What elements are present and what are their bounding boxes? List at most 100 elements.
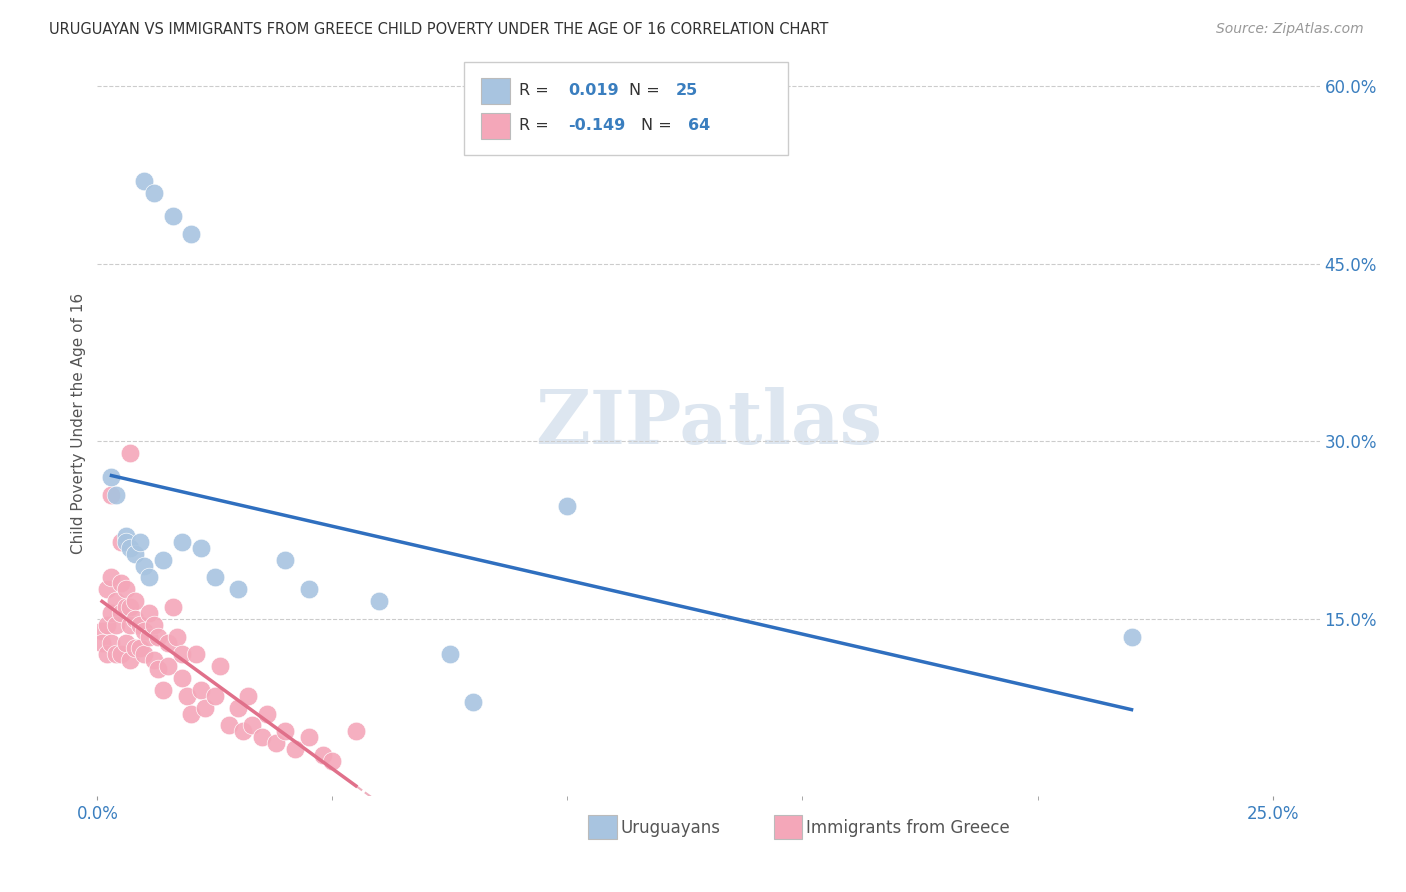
Point — [124, 641, 146, 656]
Text: R =: R = — [519, 83, 554, 98]
Point — [134, 558, 156, 573]
Point — [138, 570, 160, 584]
Text: 25: 25 — [675, 83, 697, 98]
Point — [110, 535, 132, 549]
Point — [100, 487, 122, 501]
Point — [100, 570, 122, 584]
Point — [439, 648, 461, 662]
Point — [162, 210, 184, 224]
Point — [274, 552, 297, 566]
Point — [236, 689, 259, 703]
Point — [114, 600, 136, 615]
Point — [114, 635, 136, 649]
Point — [298, 582, 321, 597]
Point — [120, 653, 142, 667]
Point — [232, 724, 254, 739]
Point — [256, 706, 278, 721]
Point — [218, 718, 240, 732]
Point — [204, 570, 226, 584]
Point — [264, 736, 287, 750]
Point — [96, 648, 118, 662]
Y-axis label: Child Poverty Under the Age of 16: Child Poverty Under the Age of 16 — [72, 293, 86, 554]
Point — [114, 582, 136, 597]
Point — [134, 624, 156, 638]
Point — [100, 470, 122, 484]
Point — [100, 635, 122, 649]
Text: URUGUAYAN VS IMMIGRANTS FROM GREECE CHILD POVERTY UNDER THE AGE OF 16 CORRELATIO: URUGUAYAN VS IMMIGRANTS FROM GREECE CHIL… — [49, 22, 828, 37]
Point — [128, 535, 150, 549]
Point — [312, 747, 335, 762]
Point — [148, 662, 170, 676]
Point — [142, 617, 165, 632]
Point — [228, 582, 250, 597]
Point — [194, 700, 217, 714]
Point — [105, 617, 128, 632]
Point — [166, 630, 188, 644]
Point — [1121, 630, 1143, 644]
Point — [142, 653, 165, 667]
Point — [250, 731, 273, 745]
Text: 0.019: 0.019 — [568, 83, 619, 98]
Text: Source: ZipAtlas.com: Source: ZipAtlas.com — [1216, 22, 1364, 37]
Point — [298, 731, 321, 745]
Point — [100, 606, 122, 620]
Text: N =: N = — [641, 118, 678, 133]
Point — [148, 630, 170, 644]
Point — [138, 630, 160, 644]
Point — [176, 689, 198, 703]
Point — [274, 724, 297, 739]
Point — [105, 648, 128, 662]
Point — [190, 541, 212, 555]
Point — [208, 659, 231, 673]
Point — [368, 594, 391, 608]
Point — [180, 227, 202, 242]
Point — [105, 487, 128, 501]
Point — [124, 612, 146, 626]
Point — [114, 535, 136, 549]
Point — [152, 552, 174, 566]
Point — [284, 742, 307, 756]
Point — [321, 754, 343, 768]
Point — [190, 682, 212, 697]
Point — [105, 594, 128, 608]
Point — [124, 547, 146, 561]
Point — [128, 641, 150, 656]
Text: ZIPatlas: ZIPatlas — [534, 387, 882, 460]
Point — [120, 541, 142, 555]
FancyBboxPatch shape — [481, 78, 510, 103]
Point — [124, 594, 146, 608]
Point — [156, 659, 179, 673]
Point — [134, 648, 156, 662]
Point — [138, 606, 160, 620]
Point — [180, 706, 202, 721]
Point — [110, 648, 132, 662]
Point — [557, 500, 579, 514]
Text: N =: N = — [628, 83, 665, 98]
Point — [114, 529, 136, 543]
Point — [96, 617, 118, 632]
Point — [228, 700, 250, 714]
Point — [120, 446, 142, 460]
Point — [128, 617, 150, 632]
Text: 64: 64 — [688, 118, 710, 133]
Point — [96, 582, 118, 597]
Point — [344, 724, 367, 739]
Text: Immigrants from Greece: Immigrants from Greece — [806, 819, 1010, 837]
FancyBboxPatch shape — [481, 112, 510, 138]
Text: -0.149: -0.149 — [568, 118, 626, 133]
Point — [91, 624, 114, 638]
Text: R =: R = — [519, 118, 554, 133]
Point — [184, 648, 207, 662]
Point — [142, 186, 165, 200]
Point — [91, 635, 114, 649]
Point — [162, 600, 184, 615]
Point — [152, 682, 174, 697]
Point — [110, 606, 132, 620]
Point — [156, 635, 179, 649]
Point — [170, 535, 193, 549]
Text: Uruguayans: Uruguayans — [621, 819, 721, 837]
Point — [110, 576, 132, 591]
Point — [170, 648, 193, 662]
Point — [204, 689, 226, 703]
FancyBboxPatch shape — [464, 62, 787, 155]
